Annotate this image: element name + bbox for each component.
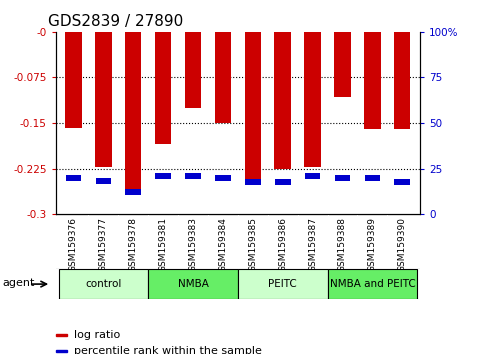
Bar xyxy=(334,32,351,97)
Bar xyxy=(95,32,112,167)
Text: NMBA: NMBA xyxy=(178,279,209,289)
Bar xyxy=(125,32,142,189)
Text: control: control xyxy=(85,279,122,289)
Bar xyxy=(156,173,171,179)
Bar xyxy=(335,175,350,181)
Bar xyxy=(126,189,141,195)
Bar xyxy=(274,32,291,169)
Bar xyxy=(275,179,290,185)
Bar xyxy=(215,175,231,181)
Text: percentile rank within the sample: percentile rank within the sample xyxy=(74,346,262,354)
Text: GSM159385: GSM159385 xyxy=(248,217,257,272)
Text: GSM159388: GSM159388 xyxy=(338,217,347,272)
Bar xyxy=(304,32,321,167)
Bar xyxy=(155,32,171,144)
Text: GSM159386: GSM159386 xyxy=(278,217,287,272)
Bar xyxy=(244,32,261,181)
Bar xyxy=(305,173,320,179)
Bar xyxy=(58,269,148,299)
Text: GDS2839 / 27890: GDS2839 / 27890 xyxy=(48,14,184,29)
Bar xyxy=(148,269,238,299)
Bar xyxy=(185,32,201,108)
Text: GSM159383: GSM159383 xyxy=(188,217,198,272)
Bar xyxy=(364,32,381,129)
Bar xyxy=(66,175,81,181)
Text: GSM159387: GSM159387 xyxy=(308,217,317,272)
Bar xyxy=(96,178,111,184)
Bar xyxy=(185,173,201,179)
Bar xyxy=(56,334,67,336)
Text: agent: agent xyxy=(3,278,35,287)
Text: GSM159389: GSM159389 xyxy=(368,217,377,272)
Text: GSM159390: GSM159390 xyxy=(398,217,407,272)
Text: GSM159378: GSM159378 xyxy=(129,217,138,272)
Text: GSM159381: GSM159381 xyxy=(158,217,168,272)
Bar xyxy=(65,32,82,128)
Text: GSM159384: GSM159384 xyxy=(218,217,227,272)
Text: GSM159377: GSM159377 xyxy=(99,217,108,272)
Bar xyxy=(238,269,327,299)
Text: GSM159376: GSM159376 xyxy=(69,217,78,272)
Bar xyxy=(215,32,231,123)
Text: PEITC: PEITC xyxy=(269,279,297,289)
Bar xyxy=(365,175,380,181)
Bar xyxy=(245,179,261,185)
Bar xyxy=(56,350,67,352)
Bar xyxy=(395,179,410,185)
Bar xyxy=(394,32,411,129)
Text: NMBA and PEITC: NMBA and PEITC xyxy=(329,279,415,289)
Bar xyxy=(327,269,417,299)
Text: log ratio: log ratio xyxy=(74,330,121,340)
